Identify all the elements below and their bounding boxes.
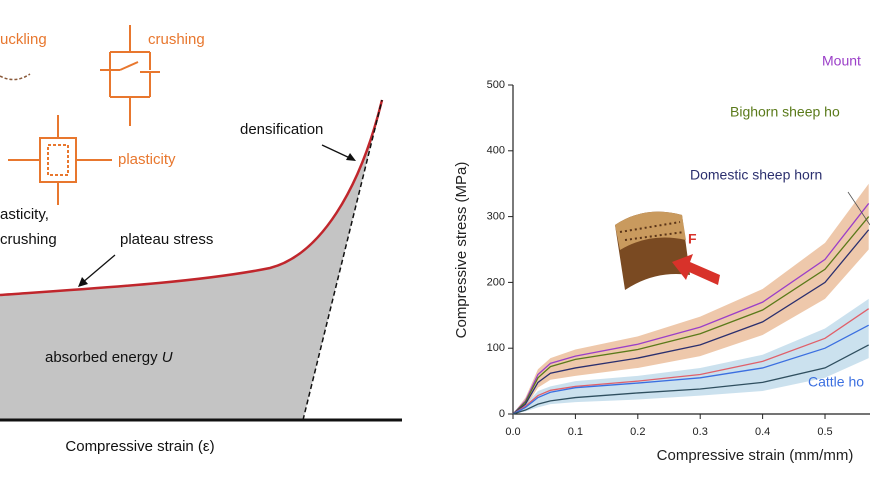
- arrow: [321, 144, 353, 160]
- x-tick-label: 0.5: [817, 426, 832, 438]
- series-line: [512, 308, 870, 415]
- energy-symbol: U: [162, 349, 173, 366]
- arrow: [81, 254, 116, 284]
- densification-line: [302, 99, 383, 421]
- arrow-head: [346, 153, 356, 161]
- series-line: [512, 216, 870, 415]
- energy-area: [0, 100, 382, 420]
- series-line: [512, 203, 870, 415]
- x-tick-label: 0.2: [630, 426, 645, 438]
- buckling-icon: [0, 73, 31, 81]
- series-label: Mount: [822, 53, 861, 69]
- series-line: [512, 344, 870, 415]
- series-line: [512, 229, 870, 415]
- crushing-label: crushing: [148, 31, 205, 48]
- plateau-label: plateau stress: [120, 231, 213, 248]
- y-tick-label: 100: [487, 342, 505, 354]
- plasticity-label: plasticity: [118, 151, 176, 168]
- mixed-label: crushing: [0, 231, 57, 248]
- y-label: Compressive stress (MPa): [453, 162, 470, 339]
- y-tick-label: 400: [487, 145, 505, 157]
- series-label: Cattle ho: [808, 374, 864, 390]
- x-tick-label: 0.3: [693, 426, 708, 438]
- x-tick-label: 0.0: [505, 426, 520, 438]
- y-tick-label: 500: [487, 79, 505, 91]
- energy-label: absorbed energy U: [45, 349, 173, 366]
- buckling-label: uckling: [0, 31, 47, 48]
- series-label: Domestic sheep horn: [690, 167, 822, 183]
- y-tick-label: 0: [499, 408, 505, 420]
- x-tick-label: 0.1: [568, 426, 583, 438]
- inset-label: F: [688, 231, 697, 247]
- x-label: Compressive strain (ε): [65, 438, 214, 455]
- series-line: [512, 324, 870, 415]
- crushing-icon: [100, 25, 160, 126]
- energy-text: absorbed energy: [45, 349, 158, 366]
- leader-line: [847, 191, 870, 226]
- densification-label: densification: [240, 121, 323, 138]
- y-tick-label: 300: [487, 211, 505, 223]
- y-tick-label: 200: [487, 276, 505, 288]
- x-tick-label: 0.4: [755, 426, 770, 438]
- series-label: Bighorn sheep ho: [730, 104, 840, 120]
- plasticity-icon: [8, 115, 112, 205]
- arrow-head: [78, 277, 88, 287]
- inset-image: [615, 211, 720, 290]
- stress-curve: [0, 99, 384, 297]
- band: [513, 183, 869, 414]
- mixed-label: asticity,: [0, 206, 49, 223]
- x-label: Compressive strain (mm/mm): [657, 447, 854, 464]
